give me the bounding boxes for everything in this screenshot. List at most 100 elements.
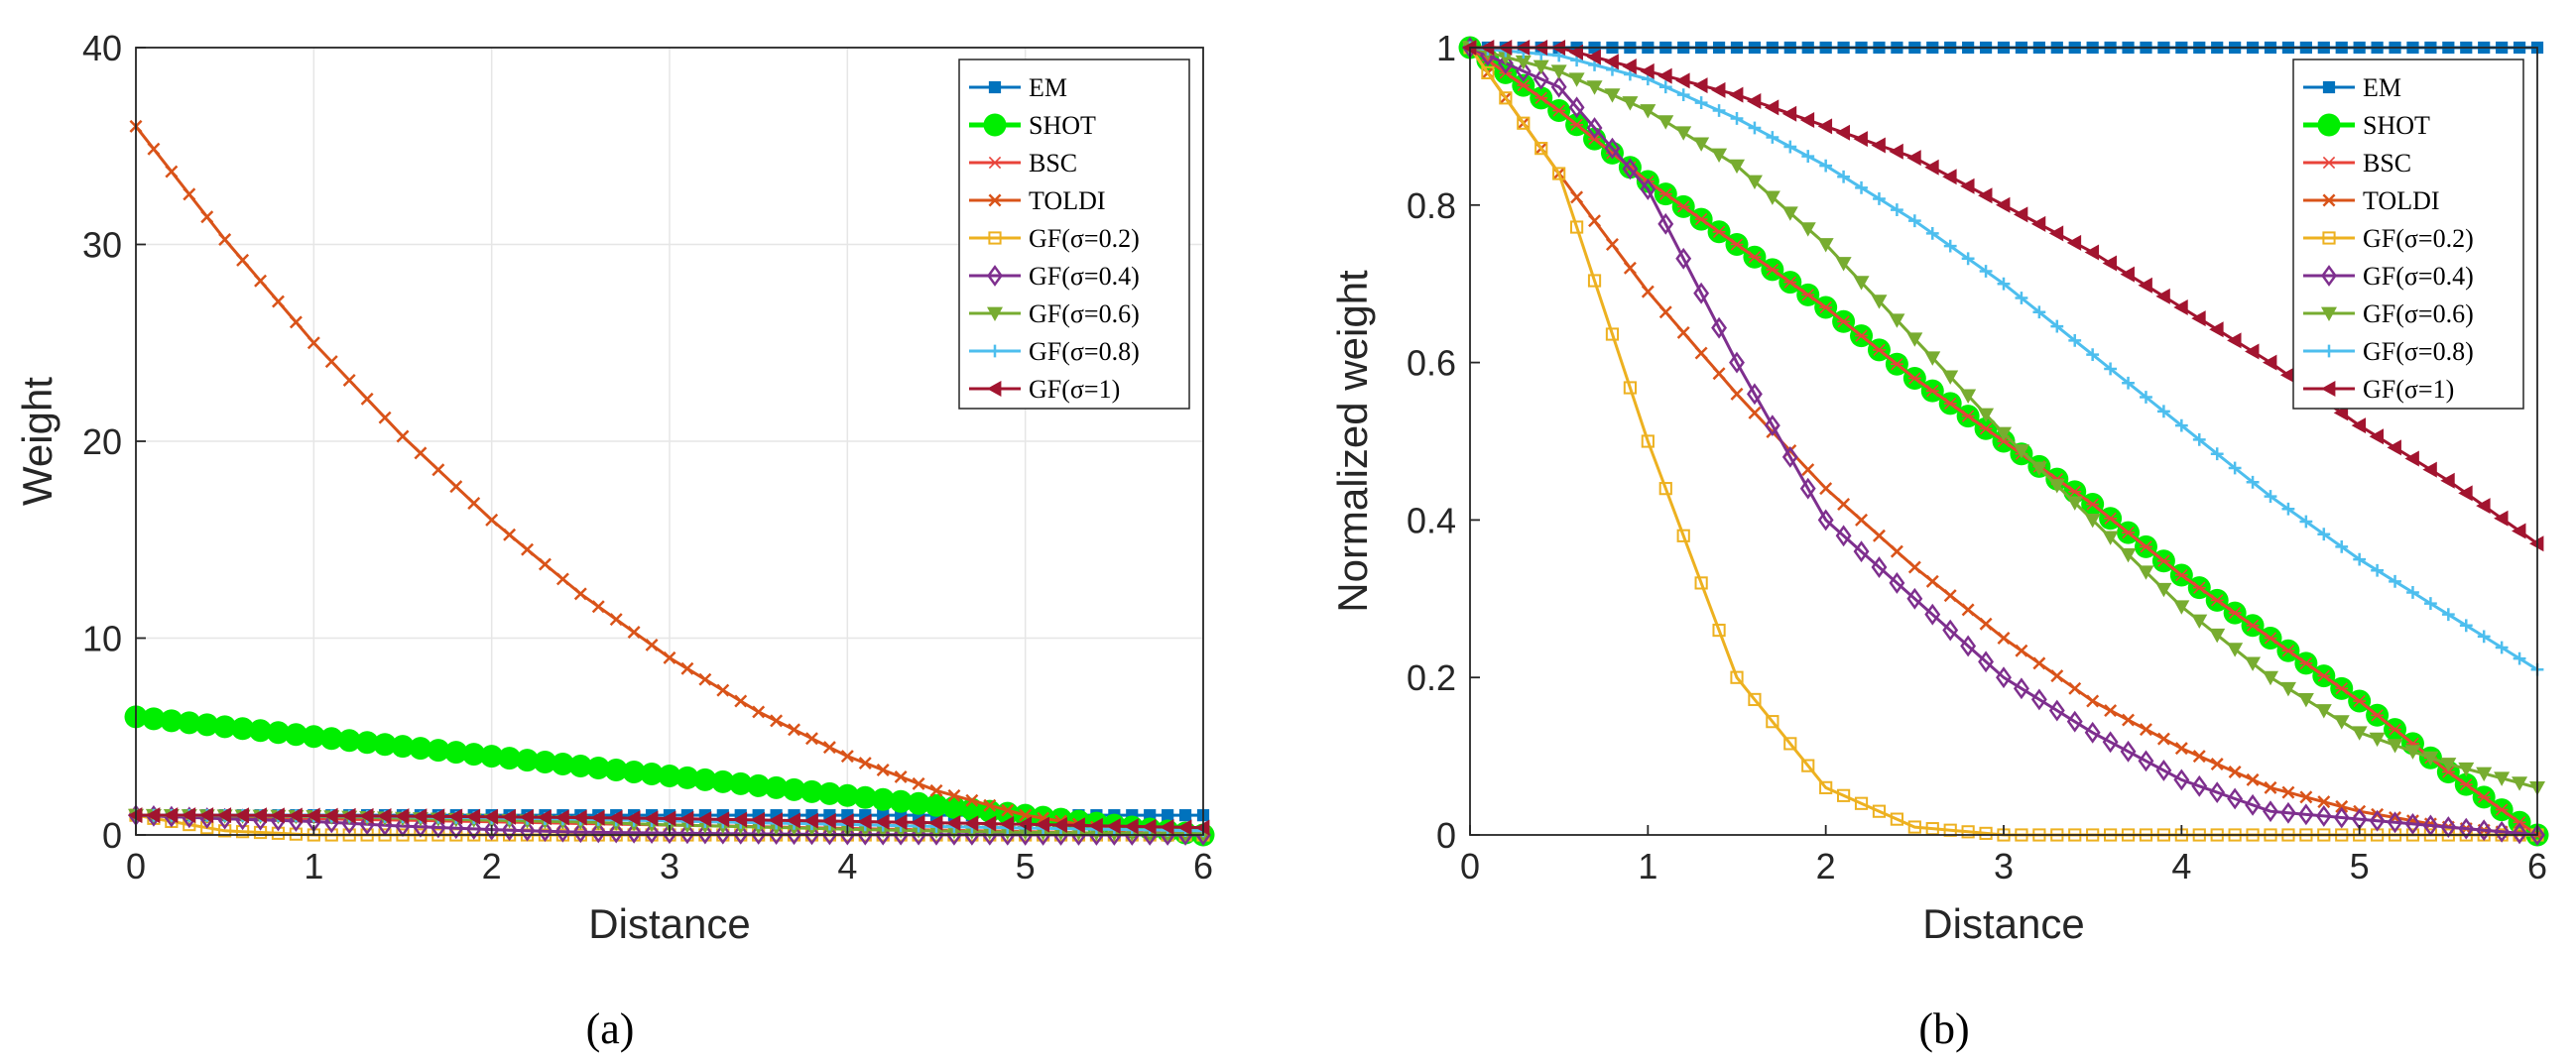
data-point [555,572,569,586]
legend-entry: GF(σ=0.8) [2303,337,2474,366]
data-point [1676,88,1690,102]
data-point [1481,65,1495,80]
data-point [752,705,766,719]
data-point [1854,796,1869,810]
data-point [1694,212,1708,226]
data-point [2264,632,2277,645]
data-point [1997,277,2011,291]
data-point [821,823,838,846]
data-point [1835,257,1852,272]
legend-marker [2321,306,2337,321]
data-point [412,808,428,825]
data-point [2279,367,2295,384]
data-point [2297,693,2314,708]
data-point [2173,600,2190,615]
data-point [1979,617,1993,631]
data-point [2387,439,2401,456]
data-point [1570,118,1583,131]
data-point [1587,274,1602,288]
data-point [537,809,552,826]
data-point [1588,132,1601,146]
data-point [1550,75,1567,98]
legend-label: GF(σ=0.8) [2363,337,2474,366]
data-point [839,813,854,830]
data-point [1693,137,1710,152]
data-point [608,821,625,844]
data-point [572,809,587,826]
data-point [2227,332,2242,349]
data-point [803,823,820,846]
data-point [266,721,290,745]
data-point [965,793,979,807]
data-point [2441,608,2455,622]
data-point [1693,282,1710,304]
data-point [1819,780,1833,794]
data-point [716,683,730,697]
data-point [2120,547,2137,563]
legend-label: SHOT [1029,111,1096,140]
data-point [2084,244,2100,261]
data-point [1766,131,1779,144]
data-point [2191,774,2208,797]
data-point [663,650,676,664]
data-point [1853,276,1870,291]
x-tick-label: 4 [2171,846,2191,887]
data-point [857,823,874,846]
data-point [1781,206,1798,221]
data-point [2263,670,2278,686]
data-point [1658,305,1672,319]
data-point [2210,758,2224,771]
data-point [2030,461,2047,476]
data-point [2279,681,2296,697]
data-point [1676,200,1690,213]
data-point [875,823,892,846]
data-point [678,810,694,827]
data-point [1497,51,1514,65]
data-point [1515,59,1532,82]
data-point [714,811,730,828]
data-point [1817,509,1834,532]
data-point [2333,715,2350,730]
legend-entry: EM [969,73,1067,102]
data-point [1533,59,1549,75]
data-point [2371,563,2384,577]
data-point [1979,826,1993,841]
data-point [200,210,214,224]
legend-entry: GF(σ=0.4) [969,262,1140,291]
data-point [573,587,587,601]
data-point [2086,498,2100,511]
data-point [857,813,872,830]
data-point [2139,723,2152,737]
data-point [1178,809,1192,822]
data-point [1925,385,1939,398]
data-point [1961,603,1975,617]
data-point [960,797,984,821]
data-point [1853,540,1870,563]
data-point [1658,187,1672,200]
data-point [1906,150,1921,167]
data-point [590,809,605,826]
data-point [1781,105,1797,122]
data-point [698,672,712,686]
data-point [1817,118,1833,135]
data-point [1817,238,1834,253]
data-point [429,808,445,825]
data-point [323,807,338,824]
data-point [1961,825,1975,839]
data-point [1961,410,1975,422]
x-tick-label: 5 [2350,846,2370,887]
legend-label: SHOT [2363,111,2430,140]
data-point [485,513,499,527]
data-point [929,783,943,797]
legend-marker [988,344,1002,358]
data-point [521,542,535,556]
data-point [178,711,201,735]
data-point [2068,485,2082,498]
data-point [858,757,872,770]
x-tick-label: 4 [837,846,857,887]
data-point [218,824,232,838]
chart-panel-a: 0 1 2 3 4 5 6 0 10 20 30 40 Distance Weight EM SHOT BSC T… [14,28,1215,1053]
legend-marker [2321,381,2336,397]
data-point [1748,692,1762,707]
data-point [1996,666,2012,689]
